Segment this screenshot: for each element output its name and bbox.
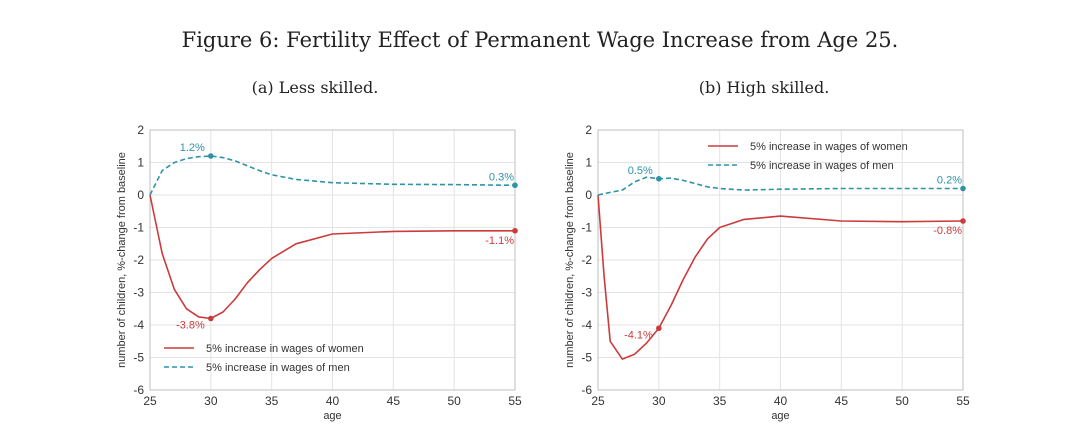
x-tick-label: 45 (387, 394, 401, 408)
y-tick-label: 0 (137, 188, 144, 202)
x-tick-label: 55 (956, 394, 970, 408)
x-tick-label: 55 (508, 394, 522, 408)
y-tick-label: -6 (581, 383, 592, 397)
legend-label-women: 5% increase in wages of women (206, 343, 364, 355)
y-tick-label: -1 (581, 221, 592, 235)
chart-panel-a: (a) Less skilled. 25 30 35 40 45 50 55 -6 -5 -4 -3 -… (116, 78, 522, 422)
annotation-point-women (960, 218, 966, 224)
figure-title: Figure 6: Fertility Effect of Permanent … (181, 28, 899, 52)
annotation-label-men: 1.2% (180, 142, 205, 154)
series-line-men (597, 176, 963, 196)
y-axis-label: number of children, %-change from baseli… (564, 152, 576, 368)
annotation-point-men (960, 185, 966, 192)
annotation-label-women: -0.8% (933, 225, 962, 237)
annotation-point-women (512, 227, 518, 234)
annotation-label-women: -4.1% (624, 329, 653, 341)
x-axis-label: age (771, 410, 789, 422)
x-tick-label: 50 (895, 394, 909, 408)
y-tick-label: -2 (133, 253, 144, 267)
panel-title: (b) High skilled. (699, 78, 830, 97)
plot-frame (149, 129, 516, 391)
panel-title: (a) Less skilled. (252, 78, 379, 97)
annotation-label-men: 0.3% (489, 171, 514, 183)
x-tick-label: 30 (204, 394, 218, 408)
x-tick-label: 25 (143, 394, 157, 408)
y-tick-label: 1 (137, 156, 144, 170)
y-tick-label: -3 (581, 286, 592, 300)
y-axis-label: number of children, %-change from baseli… (116, 152, 128, 368)
series-line-women (149, 194, 515, 320)
x-tick-label: 35 (713, 394, 727, 408)
series-line-men (149, 155, 516, 196)
x-tick-label: 25 (591, 394, 605, 408)
plot-frame (597, 129, 964, 391)
x-tick-label: 40 (326, 394, 340, 408)
annotation-point-women (208, 315, 214, 322)
x-axis-label: age (323, 410, 341, 422)
annotation-label-women: -1.1% (485, 235, 514, 247)
y-tick-label: -1 (133, 221, 144, 235)
x-tick-label: 35 (265, 394, 279, 408)
x-tick-label: 50 (447, 394, 461, 408)
y-tick-label: 1 (585, 156, 592, 170)
y-tick-label: -5 (133, 351, 144, 365)
chart-panel-b: (b) High skilled. 25 30 35 40 45 50 55 -6 -5 -4 -3 -… (564, 78, 970, 422)
annotation-label-women: -3.8% (176, 320, 205, 332)
legend-label-men: 5% increase in wages of men (750, 160, 894, 172)
annotation-point-women (656, 325, 662, 332)
annotation-label-men: 0.5% (628, 165, 653, 177)
series-line-women (597, 194, 964, 360)
y-tick-label: -6 (133, 383, 144, 397)
x-tick-label: 45 (835, 394, 849, 408)
y-tick-label: 0 (585, 188, 592, 202)
y-tick-label: -4 (133, 318, 144, 332)
x-tick-label: 40 (774, 394, 788, 408)
y-tick-label: -2 (581, 253, 592, 267)
y-tick-label: 2 (137, 123, 144, 137)
legend-label-women: 5% increase in wages of women (750, 141, 908, 153)
annotation-point-men (208, 153, 214, 159)
y-tick-label: -5 (581, 351, 592, 365)
annotation-point-men (512, 182, 518, 189)
y-tick-label: -4 (581, 318, 592, 332)
y-tick-label: -3 (133, 286, 144, 300)
legend-label-men: 5% increase in wages of men (206, 362, 350, 374)
y-tick-label: 2 (585, 123, 592, 137)
annotation-point-men (656, 175, 662, 182)
annotation-label-men: 0.2% (937, 175, 962, 187)
x-tick-label: 30 (652, 394, 666, 408)
